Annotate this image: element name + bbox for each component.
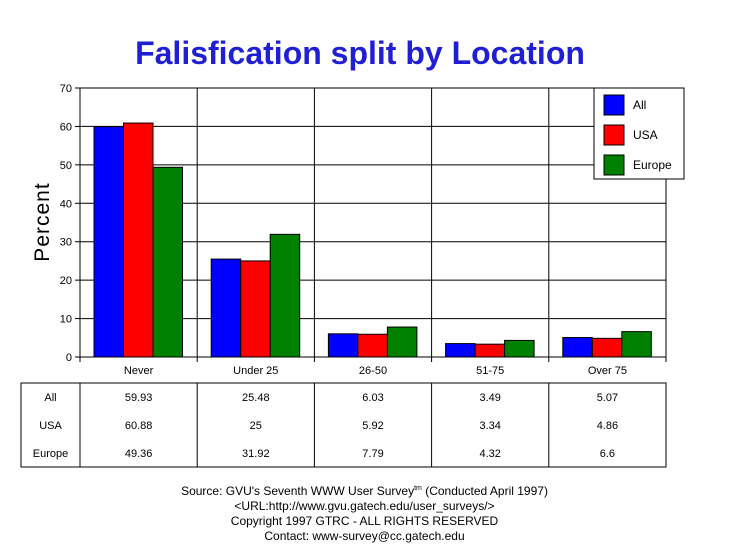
source-text: Source: GVU's Seventh WWW User Survey — [181, 484, 415, 498]
table-cell: 5.92 — [362, 420, 383, 432]
table-cell: 5.07 — [597, 392, 618, 404]
table-row-label: Europe — [33, 448, 68, 460]
table-cell: 25.48 — [242, 392, 270, 404]
y-tick-label: 0 — [66, 352, 72, 364]
bar-chart: Falisfication split by Location Percent … — [20, 35, 685, 468]
bar — [269, 233, 301, 358]
bar — [152, 166, 183, 358]
table-cell: 31.92 — [242, 448, 270, 460]
x-tick-label: Over 75 — [588, 365, 627, 377]
bar — [562, 337, 593, 358]
table-border — [20, 382, 667, 468]
table-cell: 49.36 — [125, 448, 153, 460]
chart-title: Falisfication split by Location — [135, 35, 585, 71]
contact-line: Contact: www-survey@cc.gatech.edu — [264, 529, 465, 543]
source-line: Source: GVU's Seventh WWW User Surveytm … — [0, 481, 729, 499]
legend-label: Europe — [633, 158, 672, 172]
y-tick-label: 10 — [60, 314, 72, 326]
table-cell: 60.88 — [125, 420, 153, 432]
bar — [591, 337, 623, 358]
bar — [210, 258, 242, 358]
bar — [474, 343, 506, 358]
y-tick-label: 20 — [60, 275, 72, 287]
x-tick-label: 26-50 — [359, 365, 387, 377]
source-date: (Conducted April 1997) — [421, 484, 548, 498]
table-cell: 59.93 — [125, 392, 153, 404]
y-tick-label: 40 — [60, 198, 72, 210]
table-cell: 7.79 — [362, 448, 383, 460]
y-tick-label: 60 — [60, 121, 72, 133]
table-cell: 6.6 — [600, 448, 615, 460]
plot-area: 0 10 20 30 40 50 60 70 Never Under 25 26-50 51-75 Ov… — [60, 83, 667, 377]
legend-swatch — [603, 124, 625, 146]
url-line: <URL:http://www.gvu.gatech.edu/user_surv… — [234, 499, 495, 513]
bar — [240, 260, 271, 358]
data-table: All 59.93 25.48 6.03 3.49 5.07 USA 60.88 25 5.92 3… — [20, 382, 667, 468]
x-tick-label: Never — [124, 365, 154, 377]
y-tick-label: 50 — [60, 160, 72, 172]
trademark-sup: tm — [414, 485, 422, 492]
table-cell: 4.86 — [597, 420, 618, 432]
y-tick-label: 70 — [60, 83, 72, 95]
legend-swatch — [603, 154, 625, 176]
bar — [357, 333, 388, 358]
table-cell: 6.03 — [362, 392, 383, 404]
legend: All USA Europe — [593, 87, 685, 180]
bar — [445, 343, 476, 358]
table-cell: 25 — [250, 420, 262, 432]
x-tick-label: 51-75 — [476, 365, 504, 377]
y-tick-label: 30 — [60, 237, 72, 249]
legend-label: USA — [633, 128, 658, 142]
footer: Source: GVU's Seventh WWW User Surveytm … — [0, 481, 729, 544]
copyright-line: Copyright 1997 GTRC - ALL RIGHTS RESERVE… — [230, 514, 499, 528]
table-row-label: All — [44, 392, 56, 404]
legend-label: All — [633, 98, 646, 112]
table-cell: 4.32 — [479, 448, 500, 460]
table-cell: 3.34 — [479, 420, 500, 432]
bar — [123, 122, 154, 358]
bar — [386, 326, 418, 358]
bar — [504, 339, 535, 358]
bar — [93, 126, 124, 358]
y-axis-label: Percent — [31, 182, 54, 261]
x-tick-label: Under 25 — [233, 365, 278, 377]
bar — [327, 333, 359, 358]
table-row-label: USA — [39, 420, 62, 432]
legend-swatch — [603, 94, 625, 116]
bar — [621, 331, 652, 358]
table-cell: 3.49 — [479, 392, 500, 404]
